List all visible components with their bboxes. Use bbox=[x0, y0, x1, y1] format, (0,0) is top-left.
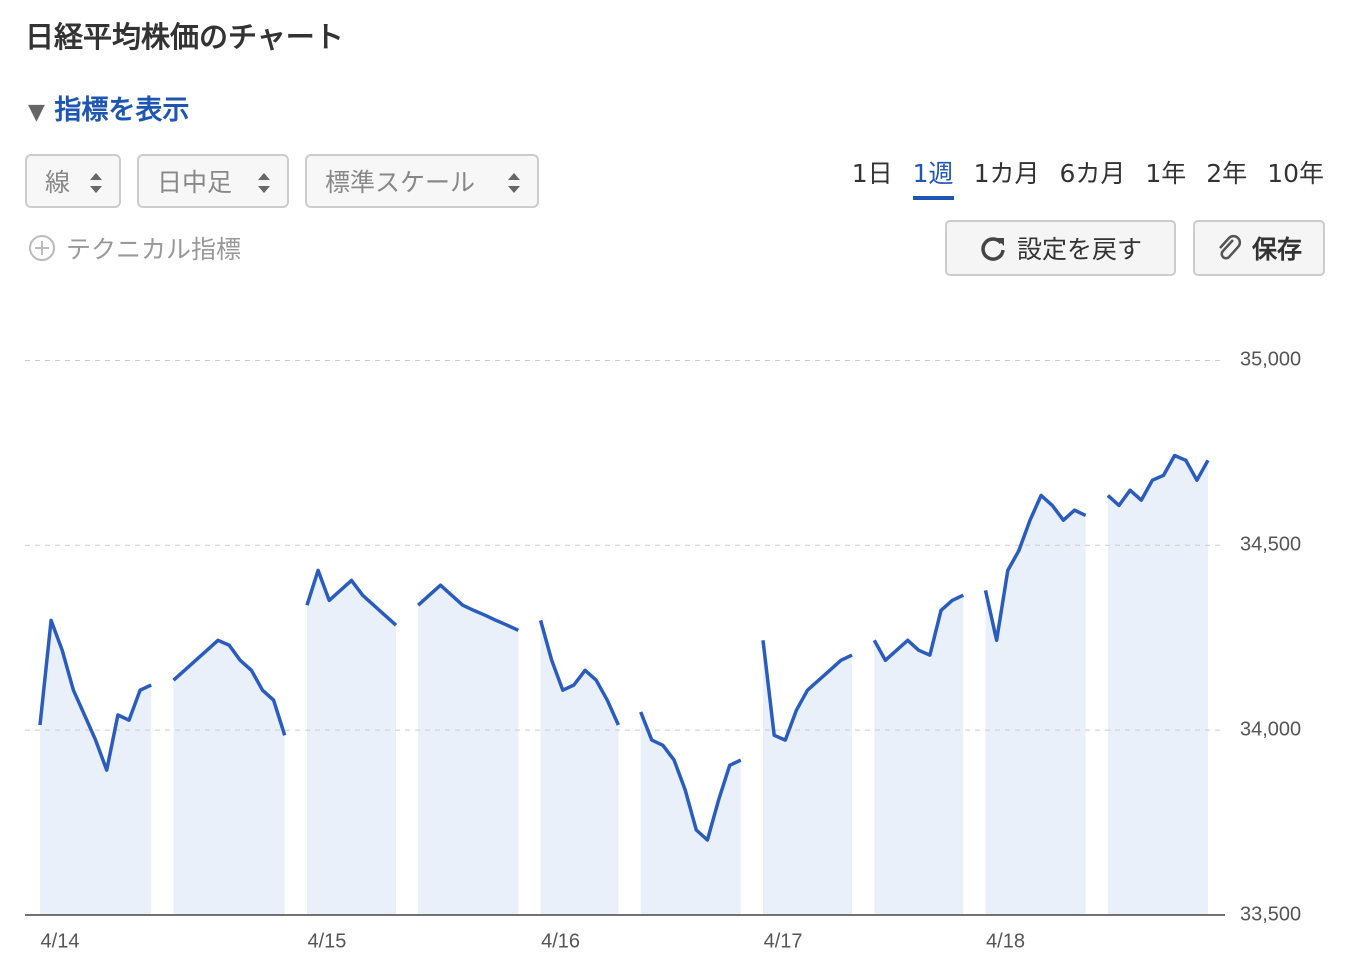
price-line bbox=[38, 453, 1210, 842]
area bbox=[1107, 455, 1208, 915]
area bbox=[874, 595, 964, 915]
period-tab[interactable]: 1カ月 bbox=[973, 159, 1040, 188]
x-tick-label: 4/16 bbox=[541, 930, 580, 952]
y-tick-label: 34,000 bbox=[1240, 718, 1301, 740]
period-tab[interactable]: 6カ月 bbox=[1059, 159, 1126, 188]
y-tick-label: 34,500 bbox=[1240, 534, 1301, 556]
x-tick-label: 4/14 bbox=[41, 930, 80, 952]
clip-icon bbox=[1219, 234, 1242, 260]
select-arrow bbox=[508, 173, 520, 193]
indicator-toggle[interactable]: ▼ 指標を表示 bbox=[28, 95, 190, 126]
y-tick-label: 35,000 bbox=[1240, 349, 1301, 371]
select[interactable]: 標準スケール bbox=[305, 154, 539, 208]
period-tab[interactable]: 10年 bbox=[1267, 159, 1324, 188]
select-label: 標準スケール bbox=[325, 168, 476, 197]
select-arrow bbox=[258, 173, 270, 193]
technical-add[interactable]: テクニカル指標 bbox=[28, 230, 241, 266]
area bbox=[173, 640, 285, 915]
area bbox=[540, 620, 619, 915]
area bbox=[763, 640, 853, 915]
x-tick-label: 4/18 bbox=[986, 930, 1025, 952]
page-title: 日経平均株価のチャート bbox=[25, 20, 344, 54]
reset-button[interactable]: 設定を戻す bbox=[945, 220, 1176, 276]
save-label[interactable]: 保存 bbox=[1251, 235, 1302, 264]
period-tab[interactable]: 2年 bbox=[1206, 159, 1248, 188]
x-tick-label: 4/15 bbox=[308, 930, 347, 952]
period-tab[interactable]: 1年 bbox=[1145, 159, 1187, 188]
area bbox=[418, 585, 519, 915]
area bbox=[40, 620, 152, 915]
select-label: 線 bbox=[45, 168, 71, 197]
area bbox=[306, 570, 396, 915]
plus-icon bbox=[29, 235, 55, 261]
period-tabs: 1日 1週 1カ月 6カ月 1年 2年 10年 bbox=[852, 154, 1324, 200]
reset-label[interactable]: 設定を戻す bbox=[1016, 235, 1142, 264]
reset-icon bbox=[981, 237, 1005, 261]
technical-label[interactable]: テクニカル指標 bbox=[66, 235, 242, 264]
x-tick-label: 4/17 bbox=[764, 930, 803, 952]
select[interactable]: 線 bbox=[25, 154, 121, 208]
period-tab[interactable]: 1週 bbox=[912, 154, 954, 200]
select-label: 日中足 bbox=[157, 168, 233, 197]
toggle-label[interactable]: 指標を表示 bbox=[54, 95, 190, 126]
save-button[interactable]: 保存 bbox=[1193, 220, 1325, 276]
area bbox=[985, 495, 1086, 915]
period-tab[interactable]: 1日 bbox=[851, 159, 893, 188]
select[interactable]: 日中足 bbox=[137, 154, 289, 208]
y-tick-label: 33,500 bbox=[1240, 903, 1301, 925]
select-arrow bbox=[90, 173, 102, 193]
